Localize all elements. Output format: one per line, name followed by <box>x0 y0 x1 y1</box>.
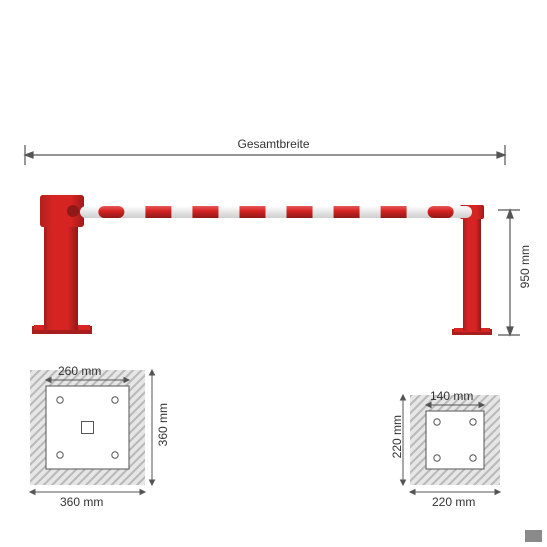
left-footprint <box>30 370 155 495</box>
dim-height <box>498 210 520 335</box>
boom <box>80 206 472 218</box>
label-right-top: 140 mm <box>430 389 473 403</box>
barrier-diagram <box>0 0 547 547</box>
label-left-bot: 360 mm <box>60 495 103 509</box>
label-left-h: 360 mm <box>156 403 170 446</box>
left-post <box>44 212 78 330</box>
label-left-top: 260 mm <box>58 364 101 378</box>
label-right-h: 220 mm <box>390 415 404 458</box>
label-total-width: Gesamtbreite <box>0 137 547 151</box>
label-height: 950 mm <box>518 245 532 288</box>
left-hinge <box>40 195 84 227</box>
corner-accent <box>525 530 542 542</box>
right-post <box>460 205 484 331</box>
right-footprint <box>401 395 501 495</box>
label-right-bot: 220 mm <box>432 495 475 509</box>
